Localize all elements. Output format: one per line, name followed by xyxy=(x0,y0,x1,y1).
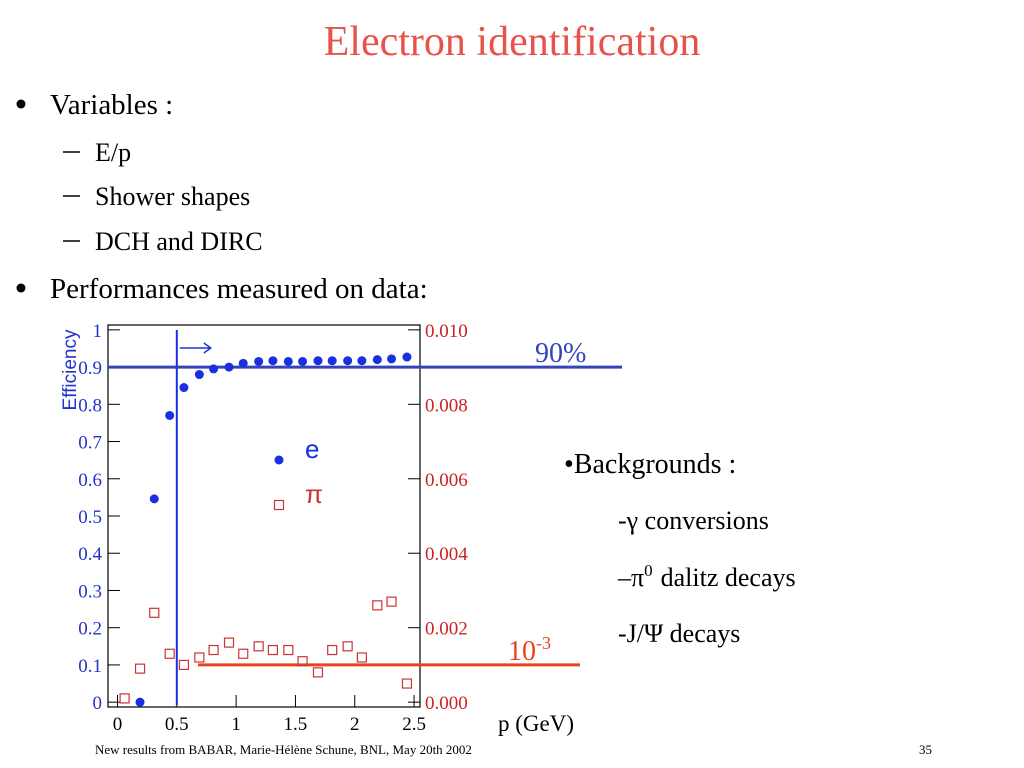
data-point xyxy=(356,652,367,663)
y-tick-label: 0.9 xyxy=(78,358,102,379)
background-item: -γ conversions xyxy=(618,506,769,535)
data-point xyxy=(149,607,160,618)
x-tick-label: 0.5 xyxy=(165,714,189,735)
data-point xyxy=(283,644,294,656)
data-point xyxy=(357,356,367,366)
y2-tick-label: 0.010 xyxy=(425,321,468,342)
data-point xyxy=(372,355,382,365)
data-point xyxy=(386,596,397,607)
bullet xyxy=(16,99,26,109)
data-point xyxy=(119,693,130,704)
y-tick-label: 0.5 xyxy=(78,507,102,528)
sub-bullet-text: DCH and DIRC xyxy=(95,227,263,256)
legend-label: e xyxy=(305,434,319,464)
item-tail: dalitz decays xyxy=(661,563,796,592)
footer: New results from BABAR, Marie-Hélène Sch… xyxy=(95,742,472,757)
data-point xyxy=(253,641,264,652)
data-point xyxy=(298,356,308,366)
data-point xyxy=(254,356,264,366)
reference-label-sup: -3 xyxy=(536,633,551,653)
legend-marker xyxy=(274,455,284,465)
y2-tick-label: 0.000 xyxy=(425,693,468,714)
cut-arrow xyxy=(179,342,213,354)
data-point xyxy=(135,697,145,707)
data-point xyxy=(178,659,190,671)
y-tick-label: 1 xyxy=(93,321,103,342)
x-tick-label: 1 xyxy=(231,714,241,735)
data-point xyxy=(327,356,337,366)
background-item: -J/Ψ decays xyxy=(618,619,740,648)
data-point xyxy=(297,656,308,667)
data-point xyxy=(343,356,353,366)
data-point xyxy=(194,652,205,663)
data-point xyxy=(165,410,175,420)
data-point xyxy=(387,354,397,364)
backgrounds-heading: •Backgrounds : xyxy=(564,449,736,480)
data-point xyxy=(179,383,189,393)
y-tick-label: 0.6 xyxy=(78,470,102,491)
data-point xyxy=(342,641,353,652)
y-tick-label: 0 xyxy=(93,693,103,714)
background-item: –π0 dalitz decays xyxy=(617,561,796,592)
data-point xyxy=(402,352,412,362)
reference-label: 10-3 xyxy=(508,633,551,667)
y-tick-label: 0.8 xyxy=(78,395,102,416)
data-point xyxy=(238,358,248,368)
y-axis-label: Efficiency xyxy=(60,329,81,410)
data-point xyxy=(401,678,413,689)
data-point xyxy=(224,362,234,372)
legend-marker xyxy=(273,499,285,511)
reference-label-text: 90% xyxy=(535,338,586,369)
data-point xyxy=(313,356,323,366)
y2-tick-label: 0.006 xyxy=(425,470,468,491)
data-point xyxy=(208,644,219,656)
data-point xyxy=(238,648,249,659)
bullet-text: Variables : xyxy=(50,89,173,121)
data-point xyxy=(283,356,293,366)
y-tick-label: 0.1 xyxy=(78,656,102,677)
sub-bullet-text: E/p xyxy=(95,138,131,167)
data-point xyxy=(223,637,235,648)
y-tick-label: 0.2 xyxy=(78,619,102,640)
y-tick-label: 0.7 xyxy=(78,433,102,454)
reference-label: 90% xyxy=(535,338,586,369)
x-tick-label: 2 xyxy=(350,714,360,735)
data-point xyxy=(149,494,159,504)
data-point xyxy=(267,644,278,656)
page-number: 35 xyxy=(919,742,932,757)
item-sup: 0 xyxy=(644,561,653,580)
data-point xyxy=(134,663,146,674)
x-tick-label: 0 xyxy=(113,714,123,735)
bullet-text: Performances measured on data: xyxy=(50,273,428,305)
y-tick-label: 0.3 xyxy=(78,581,102,602)
chart: Efficiency p (GeV) 0 0.5 1 1.5 2 2.5 0 0.1 0.2 0.… xyxy=(60,321,622,736)
data-point xyxy=(194,370,204,380)
slide-title: Electron identification xyxy=(324,19,701,65)
plot-frame xyxy=(107,324,421,708)
data-point xyxy=(268,356,278,366)
y-tick-label: 0.4 xyxy=(78,544,102,565)
data-point xyxy=(372,600,383,611)
data-point xyxy=(209,364,219,374)
x-tick-label: 1.5 xyxy=(284,714,308,735)
data-point xyxy=(164,648,175,659)
x-axis-label: p (GeV) xyxy=(498,711,574,736)
item-text: –π xyxy=(617,563,644,592)
reference-label-text: 10 xyxy=(508,636,536,667)
y2-tick-label: 0.004 xyxy=(425,544,468,565)
sub-bullet-text: Shower shapes xyxy=(95,182,250,211)
data-point xyxy=(327,644,338,656)
y2-tick-label: 0.002 xyxy=(425,619,468,640)
data-point xyxy=(312,667,324,678)
legend-label: π xyxy=(305,479,323,509)
x-tick-label: 2.5 xyxy=(402,714,426,735)
bullet xyxy=(16,283,26,293)
y2-tick-label: 0.008 xyxy=(425,395,468,416)
